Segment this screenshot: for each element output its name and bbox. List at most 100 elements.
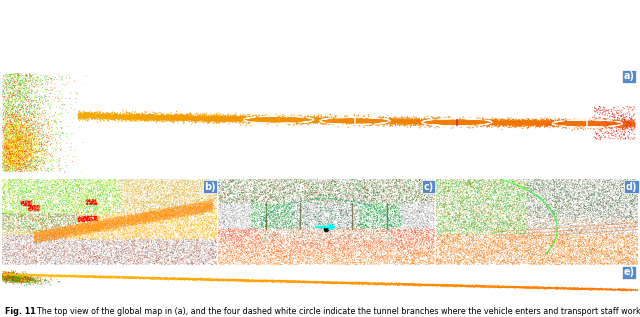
Point bbox=[301, 213, 311, 218]
Point bbox=[372, 229, 382, 234]
Point bbox=[605, 288, 615, 293]
Point bbox=[402, 232, 412, 237]
Point bbox=[602, 287, 612, 292]
Point bbox=[382, 202, 392, 207]
Point bbox=[105, 225, 115, 230]
Point bbox=[231, 214, 241, 219]
Point bbox=[33, 121, 43, 126]
Point bbox=[156, 276, 166, 281]
Point bbox=[529, 181, 539, 186]
Point bbox=[243, 117, 253, 122]
Point bbox=[599, 190, 609, 195]
Point bbox=[579, 186, 589, 191]
Point bbox=[218, 112, 228, 117]
Point bbox=[43, 98, 53, 103]
Point bbox=[275, 120, 285, 125]
Point bbox=[175, 278, 186, 283]
Point bbox=[578, 252, 588, 257]
Point bbox=[585, 122, 595, 127]
Point bbox=[314, 247, 324, 252]
Point bbox=[445, 120, 455, 125]
Point bbox=[472, 190, 483, 195]
Point bbox=[215, 204, 225, 209]
Point bbox=[217, 220, 227, 225]
Point bbox=[327, 118, 337, 123]
Point bbox=[483, 215, 493, 220]
Point bbox=[472, 124, 482, 129]
Point bbox=[589, 117, 600, 122]
Point bbox=[422, 201, 433, 206]
Point bbox=[237, 117, 247, 122]
Point bbox=[225, 118, 236, 123]
Point bbox=[226, 252, 236, 257]
Point bbox=[375, 119, 385, 124]
Point bbox=[535, 246, 545, 251]
Point bbox=[468, 224, 478, 229]
Point bbox=[323, 280, 333, 285]
Point bbox=[586, 121, 596, 126]
Point bbox=[620, 215, 630, 220]
Point bbox=[625, 119, 635, 124]
Point bbox=[600, 121, 611, 126]
Point bbox=[315, 280, 325, 285]
Point bbox=[623, 122, 633, 127]
Point bbox=[260, 201, 271, 206]
Point bbox=[500, 120, 511, 125]
Point bbox=[89, 178, 99, 183]
Point bbox=[481, 247, 491, 252]
Point bbox=[419, 122, 429, 127]
Point bbox=[372, 217, 383, 222]
Point bbox=[424, 118, 434, 123]
Point bbox=[454, 119, 465, 124]
Point bbox=[180, 114, 191, 120]
Point bbox=[459, 120, 469, 125]
Point bbox=[76, 113, 86, 118]
Point bbox=[527, 286, 537, 291]
Point bbox=[366, 180, 376, 185]
Point bbox=[47, 225, 57, 230]
Point bbox=[168, 184, 178, 190]
Point bbox=[411, 240, 421, 245]
Point bbox=[615, 262, 625, 267]
Point bbox=[356, 120, 366, 125]
Point bbox=[24, 207, 35, 212]
Point bbox=[178, 277, 188, 282]
Point bbox=[241, 279, 251, 284]
Point bbox=[213, 251, 223, 256]
Point bbox=[191, 116, 202, 121]
Point bbox=[529, 284, 539, 289]
Point bbox=[38, 206, 49, 211]
Point bbox=[403, 224, 413, 229]
Point bbox=[118, 115, 128, 120]
Point bbox=[369, 257, 380, 262]
Point bbox=[602, 198, 612, 204]
Point bbox=[207, 209, 218, 214]
Point bbox=[620, 121, 630, 126]
Point bbox=[333, 201, 344, 206]
Point bbox=[125, 192, 135, 197]
Point bbox=[552, 241, 562, 246]
Point bbox=[429, 249, 440, 254]
Point bbox=[232, 116, 243, 121]
Point bbox=[173, 252, 183, 257]
Point bbox=[97, 246, 108, 251]
Point bbox=[203, 113, 213, 119]
Point bbox=[312, 117, 322, 122]
Point bbox=[186, 259, 196, 264]
Point bbox=[483, 247, 493, 252]
Point bbox=[449, 283, 459, 288]
Point bbox=[255, 278, 265, 283]
Point bbox=[4, 195, 15, 200]
Point bbox=[336, 211, 346, 217]
Point bbox=[607, 122, 618, 127]
Point bbox=[407, 120, 417, 125]
Point bbox=[403, 282, 413, 287]
Point bbox=[40, 87, 51, 92]
Point bbox=[332, 257, 342, 262]
Point bbox=[512, 204, 522, 209]
Point bbox=[300, 117, 310, 122]
Point bbox=[35, 149, 45, 154]
Point bbox=[630, 203, 640, 208]
Point bbox=[198, 180, 208, 185]
Point bbox=[282, 279, 292, 284]
